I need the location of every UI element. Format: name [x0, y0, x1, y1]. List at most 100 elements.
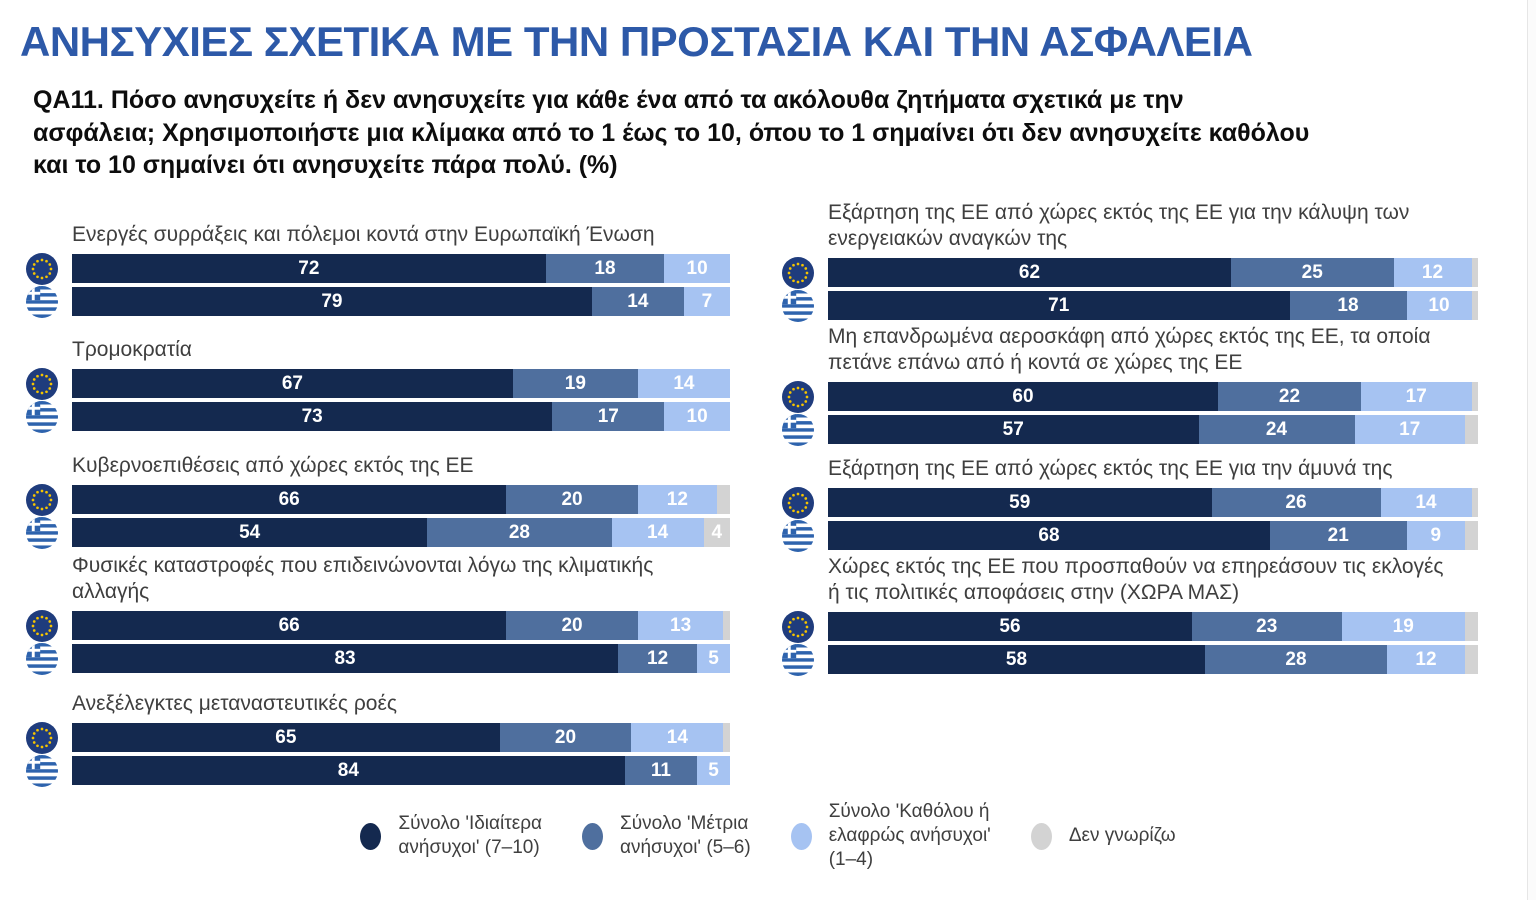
- greece-flag-icon: [782, 519, 814, 552]
- bar-segment-low: 5: [697, 756, 730, 785]
- legend-marker-dk: [1030, 822, 1052, 850]
- legend-marker-moderate: [582, 822, 603, 850]
- chart-block: Κυβερνοεπιθέσεις από χώρες εκτός της ΕΕ 6…: [26, 453, 730, 549]
- bar-value: 12: [647, 647, 669, 669]
- stacked-bar: 65 20 14: [72, 723, 730, 752]
- bar-value: 14: [673, 372, 695, 394]
- bar-value: 72: [298, 257, 320, 279]
- eu-flag-icon: [26, 721, 58, 754]
- bar-segment-dk: [723, 611, 730, 640]
- bar-segment-very: 67: [72, 369, 513, 398]
- stacked-bar: 83 12 5: [72, 644, 730, 673]
- eu-flag-icon: [782, 256, 814, 289]
- eu-flag-icon: [26, 483, 58, 516]
- bar-segment-moderate: 22: [1218, 382, 1361, 411]
- scrollbar-gutter[interactable]: [1527, 0, 1536, 900]
- bar-row-el: 58 28 12: [782, 643, 1478, 676]
- greece-flag-icon: [782, 413, 814, 446]
- stacked-bar: 66 20 13: [72, 611, 730, 640]
- bar-value: 71: [1048, 294, 1070, 316]
- bar-segment-moderate: 20: [499, 723, 632, 752]
- bar-segment-moderate: 12: [618, 644, 698, 673]
- bar-segment-moderate: 19: [512, 369, 638, 398]
- bar-row-el: 54 28 14 4: [26, 516, 730, 549]
- bar-row-eu: 59 26 14: [782, 486, 1478, 519]
- greece-flag-icon: [26, 400, 58, 433]
- bar-segment-moderate: 17: [552, 402, 665, 431]
- bar-segment-very: 57: [828, 415, 1199, 444]
- bar-value: 84: [337, 759, 359, 781]
- bar-segment-very: 73: [72, 402, 553, 431]
- bar-value: 10: [686, 257, 708, 279]
- bar-segment-dk: [1471, 382, 1478, 411]
- bar-value: 83: [334, 647, 356, 669]
- bar-value: 58: [1005, 648, 1028, 670]
- legend-marker-very: [360, 822, 382, 850]
- bar-value: 62: [1018, 261, 1041, 283]
- bar-segment-very: 62: [828, 258, 1231, 287]
- bar-segment-dk: [716, 485, 730, 514]
- bar-segment-moderate: 20: [506, 611, 638, 640]
- chart-block: Τρομοκρατία 67 19 14 73 17 10: [26, 337, 730, 433]
- bar-segment-very: 56: [828, 612, 1192, 641]
- bar-segment-low: 7: [683, 287, 730, 316]
- chart-block: Εξάρτηση της ΕΕ από χώρες εκτός της ΕΕ γ…: [782, 456, 1478, 552]
- chart-column-right: Εξάρτηση της ΕΕ από χώρες εκτός της ΕΕ γ…: [782, 200, 1478, 678]
- bar-row-el: 83 12 5: [26, 642, 730, 675]
- bar-row-eu: 67 19 14: [26, 367, 730, 400]
- bar-segment-moderate: 18: [545, 254, 665, 283]
- stacked-bar: 62 25 12: [828, 258, 1478, 287]
- stacked-bar: 58 28 12: [828, 645, 1478, 674]
- bar-value: 57: [1002, 418, 1024, 440]
- bar-segment-moderate: 14: [591, 287, 684, 316]
- bar-row-eu: 60 22 17: [782, 380, 1478, 413]
- bar-segment-low: 10: [664, 402, 730, 431]
- block-label: Χώρες εκτός της ΕΕ που προσπαθούν να επη…: [828, 555, 1444, 604]
- block-label: Τρομοκρατία: [72, 338, 192, 361]
- bar-segment-very: 54: [72, 518, 428, 547]
- bar-row-el: 79 14 7: [26, 285, 730, 318]
- stacked-bar: 72 18 10: [72, 254, 730, 283]
- bar-value: 20: [554, 726, 577, 748]
- bar-segment-moderate: 23: [1192, 612, 1342, 641]
- bar-value: 20: [561, 614, 583, 636]
- bar-segment-low: 14: [631, 723, 724, 752]
- bar-segment-dk: [1465, 645, 1478, 674]
- stacked-bar: 68 21 9: [828, 521, 1478, 550]
- bar-value: 28: [1285, 648, 1307, 670]
- bar-segment-dk: [1471, 291, 1478, 320]
- greece-flag-icon: [26, 516, 58, 549]
- bar-value: 23: [1256, 615, 1278, 637]
- bar-segment-dk: [1471, 258, 1478, 287]
- bar-segment-very: 84: [72, 756, 625, 785]
- bar-value: 14: [1415, 491, 1437, 513]
- chart-block: Εξάρτηση της ΕΕ από χώρες εκτός της ΕΕ γ…: [782, 200, 1478, 322]
- bar-value: 66: [278, 614, 300, 636]
- bar-row-eu: 56 23 19: [782, 610, 1478, 643]
- bar-row-el: 57 24 17: [782, 413, 1478, 446]
- stacked-bar: 54 28 14 4: [72, 518, 730, 547]
- bar-segment-dk: [1471, 488, 1478, 517]
- page-title: ΑΝΗΣΥΧΙΕΣ ΣΧΕΤΙΚΑ ΜΕ ΤΗΝ ΠΡΟΣΤΑΣΙΑ ΚΑΙ Τ…: [20, 18, 1253, 65]
- bar-segment-low: 10: [1406, 291, 1472, 320]
- bar-row-el: 68 21 9: [782, 519, 1478, 552]
- eu-flag-icon: [26, 252, 58, 285]
- bar-value: 22: [1278, 385, 1301, 407]
- bar-segment-low: 17: [1354, 415, 1465, 444]
- bar-segment-very: 66: [72, 485, 507, 514]
- bar-segment-moderate: 26: [1211, 488, 1381, 517]
- bar-value: 54: [239, 521, 261, 543]
- bar-segment-low: 12: [637, 485, 717, 514]
- greece-flag-icon: [26, 642, 58, 675]
- block-label: Εξάρτηση της ΕΕ από χώρες εκτός της ΕΕ γ…: [828, 457, 1393, 480]
- eu-flag-icon: [26, 609, 58, 642]
- eu-flag-icon: [782, 486, 814, 519]
- legend-marker-low: [790, 822, 812, 850]
- bar-row-eu: 66 20 13: [26, 609, 730, 642]
- legend: Σύνολο 'Ιδιαίτερα ανήσυχοι' (7–10) Σύνολο…: [0, 800, 1536, 872]
- bar-value: 17: [1399, 418, 1421, 440]
- bar-segment-very: 65: [72, 723, 500, 752]
- bar-segment-low: 5: [697, 644, 730, 673]
- chart-column-left: Ενεργές συρράξεις και πόλεμοι κοντά στην…: [26, 222, 730, 789]
- bar-segment-low: 13: [637, 611, 724, 640]
